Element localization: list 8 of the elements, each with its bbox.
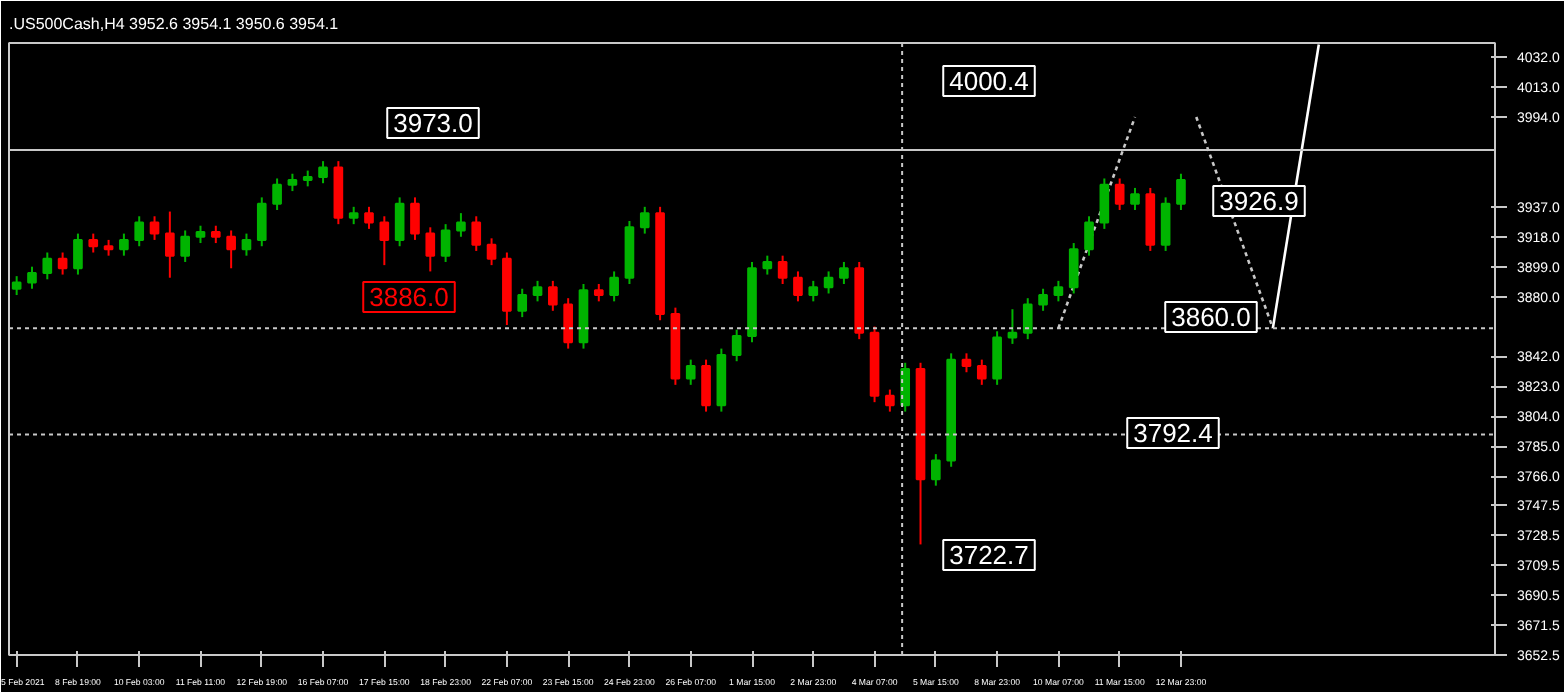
annotation: 3973.0	[393, 108, 473, 138]
annotation: 3926.9	[1219, 186, 1299, 216]
annotation: 3886.0	[369, 282, 449, 312]
chart-title: .US500Cash,H4 3952.6 3954.1 3950.6 3954.1	[9, 15, 340, 33]
annotation: 4000.4	[949, 66, 1029, 96]
annotation: 3860.0	[1171, 302, 1251, 332]
annotation: 3722.7	[949, 540, 1029, 570]
annotation: 3792.4	[1133, 418, 1213, 448]
